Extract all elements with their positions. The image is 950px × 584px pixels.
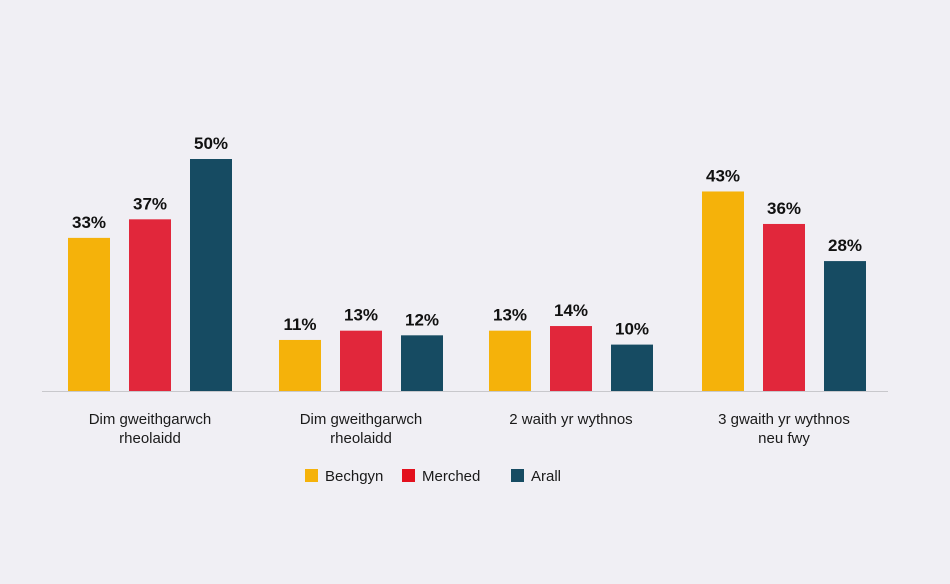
bar-arall-3 bbox=[611, 344, 653, 391]
category-labels-layer: Dim gweithgarwch rheolaidd Dim gweithgarwc… bbox=[89, 411, 850, 447]
bar-merched-4 bbox=[763, 223, 805, 391]
legend-label-bechgyn: Bechgyn bbox=[325, 468, 383, 485]
bar-bechgyn-4 bbox=[702, 191, 744, 391]
value-label-bechgyn-1: 33% bbox=[72, 213, 106, 232]
legend-label-arall: Arall bbox=[531, 468, 561, 485]
category-label-2-line-1: Dim gweithgarwch bbox=[300, 411, 423, 428]
legend: Bechgyn Merched Arall bbox=[305, 468, 561, 485]
value-labels-layer: 33% 11% 13% 43% 37% 13% 14% 36% 50% 12% 10% 28% bbox=[72, 134, 862, 339]
bar-bechgyn-3 bbox=[489, 330, 531, 391]
category-label-1-line-2: rheolaidd bbox=[119, 430, 181, 447]
value-label-bechgyn-4: 43% bbox=[706, 166, 740, 185]
category-label-4-line-2: neu fwy bbox=[758, 430, 810, 447]
value-label-merched-2: 13% bbox=[344, 306, 378, 325]
bars-layer bbox=[68, 159, 866, 391]
category-label-4-line-1: 3 gwaith yr wythnos bbox=[718, 411, 850, 428]
value-label-bechgyn-2: 11% bbox=[283, 315, 316, 334]
bar-bechgyn-1 bbox=[68, 237, 110, 391]
value-label-bechgyn-3: 13% bbox=[493, 306, 527, 325]
bar-bechgyn-2 bbox=[279, 339, 321, 391]
value-label-arall-2: 12% bbox=[405, 310, 439, 329]
value-label-merched-1: 37% bbox=[133, 194, 167, 213]
bar-merched-1 bbox=[129, 219, 171, 391]
category-label-2-line-2: rheolaidd bbox=[330, 430, 392, 447]
bar-arall-4 bbox=[824, 261, 866, 391]
value-label-arall-3: 10% bbox=[615, 320, 649, 339]
value-label-merched-4: 36% bbox=[767, 199, 801, 218]
bar-arall-2 bbox=[401, 335, 443, 391]
bar-merched-2 bbox=[340, 330, 382, 391]
bar-arall-1 bbox=[190, 159, 232, 391]
value-label-merched-3: 14% bbox=[554, 301, 588, 320]
value-label-arall-4: 28% bbox=[828, 236, 862, 255]
category-label-3-line-1: 2 waith yr wythnos bbox=[509, 411, 632, 428]
legend-swatch-merched bbox=[402, 469, 415, 482]
value-label-arall-1: 50% bbox=[194, 134, 228, 153]
legend-label-merched: Merched bbox=[422, 468, 480, 485]
legend-swatch-arall bbox=[511, 469, 524, 482]
bar-merched-3 bbox=[550, 326, 592, 391]
category-label-1-line-1: Dim gweithgarwch bbox=[89, 411, 212, 428]
legend-swatch-bechgyn bbox=[305, 469, 318, 482]
